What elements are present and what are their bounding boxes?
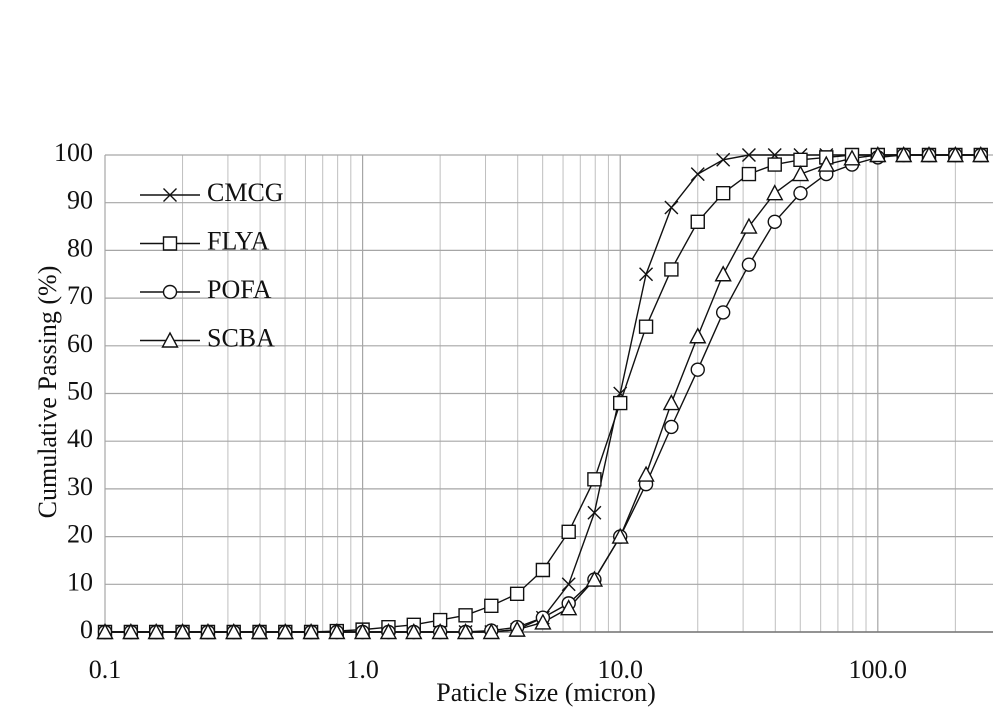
y-tick-label: 30 — [67, 472, 93, 501]
y-tick-label: 50 — [67, 376, 93, 405]
marker — [585, 570, 604, 587]
x-tick-label: 0.1 — [89, 655, 122, 684]
marker — [664, 200, 679, 215]
marker — [817, 155, 835, 172]
marker — [972, 146, 990, 163]
marker — [611, 527, 629, 544]
marker — [431, 623, 449, 640]
marker — [405, 623, 423, 640]
marker — [587, 505, 602, 520]
y-tick-label: 90 — [67, 186, 93, 215]
marker — [458, 608, 473, 623]
x-tick-label: 100.0 — [849, 655, 908, 684]
marker — [561, 524, 576, 540]
legend-label: SCBA — [207, 323, 275, 352]
legend-item: FLYA — [140, 226, 270, 255]
marker — [509, 586, 525, 602]
y-tick-label: 100 — [54, 138, 93, 167]
marker — [766, 184, 784, 201]
marker — [561, 577, 576, 592]
marker — [225, 623, 243, 640]
legend-marker — [162, 284, 178, 300]
marker — [869, 146, 887, 163]
legend-item: SCBA — [140, 323, 275, 352]
legend-label: CMCG — [207, 178, 284, 207]
marker — [767, 214, 782, 229]
marker — [534, 613, 552, 630]
marker — [173, 623, 192, 640]
marker — [793, 152, 808, 167]
x-axis-label: Paticle Size (micron) — [436, 678, 655, 707]
marker — [199, 623, 217, 640]
marker — [946, 146, 965, 163]
legend-item: CMCG — [140, 178, 284, 207]
marker — [741, 257, 757, 272]
marker — [662, 394, 681, 411]
marker — [508, 620, 526, 637]
y-axis-label: Cumulative Passing (%) — [33, 266, 62, 519]
marker — [456, 623, 475, 640]
marker — [328, 623, 346, 640]
legend-label: FLYA — [207, 226, 270, 255]
marker — [587, 472, 602, 487]
marker — [690, 167, 705, 182]
marker — [741, 166, 757, 182]
marker — [664, 419, 679, 435]
legend-label: POFA — [207, 275, 272, 304]
marker — [379, 623, 398, 640]
marker — [484, 598, 499, 613]
marker — [791, 165, 810, 182]
legend-marker — [162, 236, 178, 251]
marker — [302, 623, 320, 640]
marker — [638, 319, 654, 334]
y-tick-label: 70 — [67, 281, 93, 310]
marker — [637, 465, 655, 482]
marker — [664, 262, 679, 277]
marker — [250, 623, 269, 640]
y-tick-label: 40 — [67, 424, 93, 453]
marker — [740, 217, 758, 234]
marker — [894, 146, 913, 163]
marker — [843, 149, 861, 166]
marker — [689, 327, 707, 344]
marker — [920, 146, 938, 163]
marker — [353, 623, 372, 640]
y-tick-label: 10 — [67, 567, 93, 596]
marker — [432, 612, 448, 628]
y-tick-label: 80 — [67, 233, 93, 262]
legend-marker — [163, 188, 177, 202]
marker — [690, 214, 705, 229]
marker — [613, 395, 628, 411]
marker — [147, 623, 165, 640]
marker — [793, 185, 808, 201]
marker — [690, 362, 705, 377]
marker — [741, 148, 756, 162]
x-tick-label: 1.0 — [346, 655, 379, 684]
y-tick-label: 60 — [67, 329, 93, 358]
marker — [535, 562, 551, 578]
marker — [560, 599, 578, 616]
y-tick-label: 0 — [80, 615, 93, 644]
marker — [639, 267, 654, 282]
marker — [716, 152, 731, 167]
marker — [482, 623, 500, 640]
marker — [714, 265, 732, 282]
marker — [96, 623, 114, 640]
marker — [767, 157, 782, 172]
x-tick-label: 10.0 — [597, 655, 643, 684]
marker — [715, 185, 731, 201]
legend-item: POFA — [140, 275, 272, 304]
marker — [715, 305, 731, 320]
marker — [122, 623, 140, 640]
legend-marker — [161, 331, 179, 348]
y-tick-label: 20 — [67, 520, 93, 549]
marker — [276, 623, 294, 640]
